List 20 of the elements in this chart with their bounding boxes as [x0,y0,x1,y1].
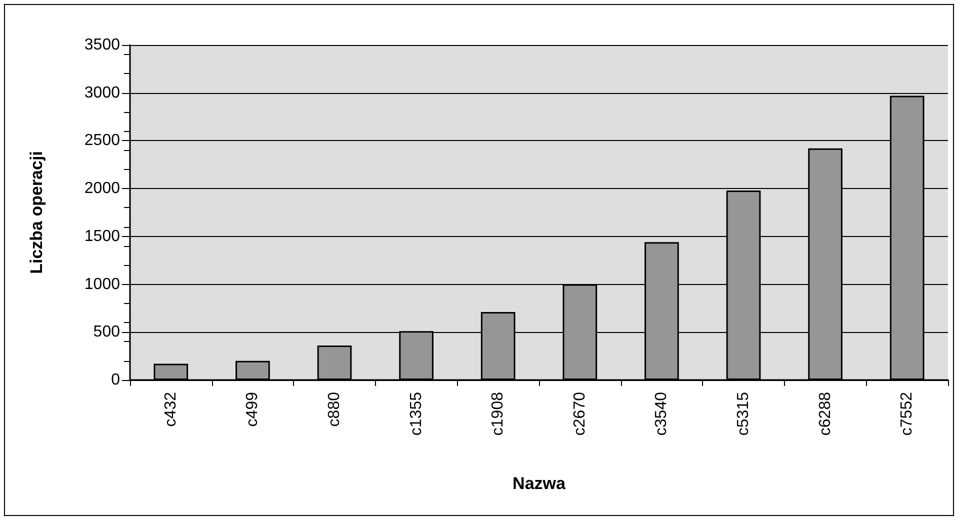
y-axis-title: Liczba operacji [27,151,46,274]
x-tick-label: c5315 [735,392,752,436]
x-tick-label: c6288 [816,392,834,436]
x-tick-label: c1355 [408,392,425,436]
x-tick-label: c432 [162,392,180,427]
x-tick-label: c7552 [898,392,916,436]
y-tick-label: 1000 [84,276,120,293]
x-tick-label: c2670 [571,392,588,436]
x-tick-label: c1908 [490,392,507,436]
y-tick-label: 2500 [84,132,120,150]
x-tick-label: c499 [244,392,262,427]
x-axis-title: Nazwa [512,474,566,493]
x-tick-label: c880 [326,392,343,427]
y-tick-label: 3500 [84,36,120,54]
x-tick-label: c3540 [653,392,670,436]
y-tick-label: 1500 [84,228,120,245]
y-tick-label: 3000 [84,84,120,102]
y-tick-label: 2000 [84,180,120,198]
y-tick-label: 500 [93,324,120,341]
y-tick-label: 0 [111,372,120,388]
